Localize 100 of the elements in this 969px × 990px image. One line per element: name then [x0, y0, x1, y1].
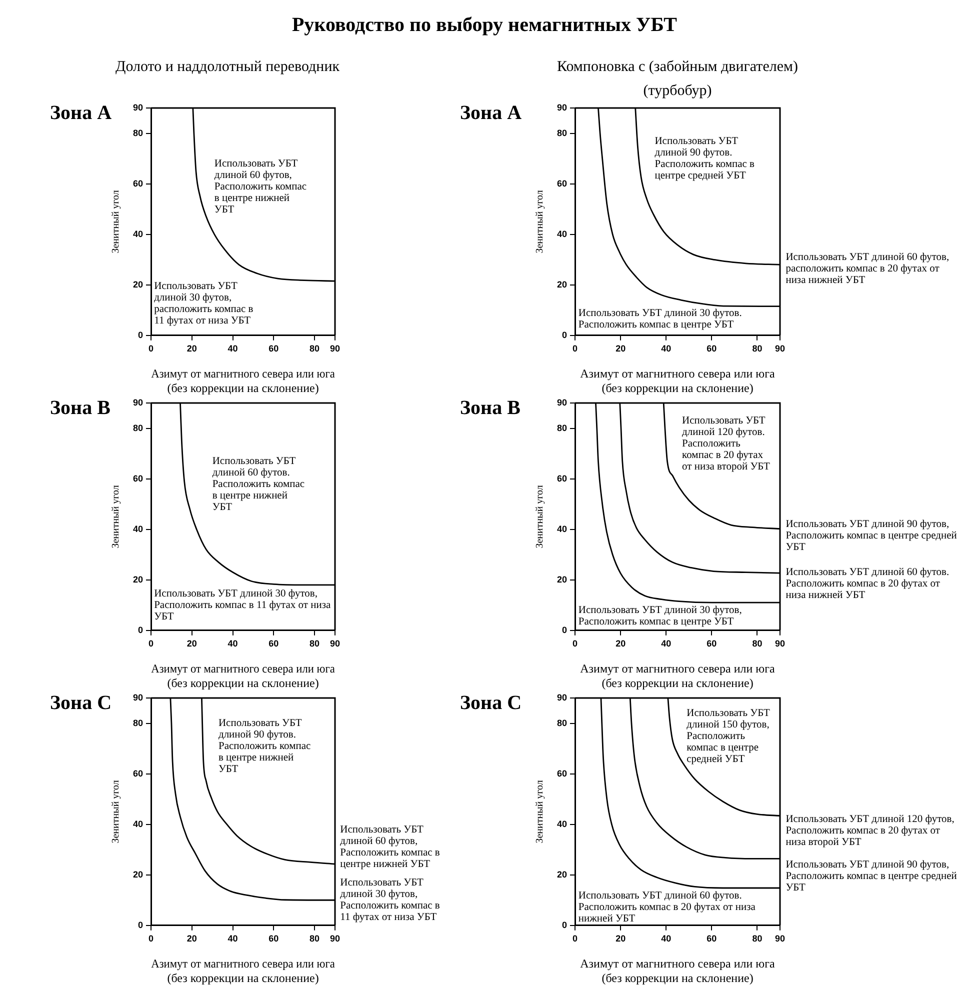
annotation: Использовать УБТ длиной 30 футов, Расположить компас в 11 футах от низа УБТ	[154, 588, 331, 623]
annotation: Использовать УБТ длиной 30 футов, Расположить компас в центре УБТ	[578, 605, 742, 628]
annotation: Использовать УБТ длиной 60 футов, Расположить компас в центре нижней УБТ	[214, 158, 307, 216]
x-tick-label: 40	[228, 343, 238, 354]
x-tick-label: 60	[706, 343, 717, 354]
y-tick-label: 20	[556, 574, 568, 584]
y-tick-label: 0	[138, 330, 144, 340]
annotation: Использовать УБТ длиной 60 футов. Расположить компас в 20 футах от низа нижней УБТ	[578, 890, 756, 924]
text: Руководство по выбору немагнитных УБТ	[290, 14, 678, 37]
y-tick-label: 0	[562, 624, 568, 635]
x-tick-label: 90	[330, 343, 340, 354]
y-tick-label: 40	[556, 818, 568, 829]
x-tick-label: 40	[661, 343, 672, 354]
y-tick-label: 80	[132, 128, 144, 138]
x-tick-label: 40	[661, 933, 672, 944]
y-axis-title: Зенитный угол	[110, 190, 122, 254]
y-tick-label: 20	[132, 279, 144, 290]
y-tick-label: 90	[132, 397, 144, 408]
x-tick-label: 0	[572, 638, 578, 648]
x-tick-label: 20	[186, 933, 197, 944]
x-axis-title: Азимут от магнитного севера или юга (без коррекции на склонение)	[580, 366, 776, 395]
y-tick-label: 90	[556, 692, 568, 702]
x-tick-label: 40	[228, 638, 238, 648]
y-tick-label: 20	[556, 279, 568, 290]
y-tick-label: 40	[132, 524, 144, 534]
x-tick-label: 40	[661, 638, 672, 648]
y-tick-label: 60	[132, 768, 144, 778]
annotation: Использовать УБТ длиной 90 футов. Расположить компас в центре нижней УБТ	[218, 718, 312, 776]
y-tick-label: 0	[562, 330, 568, 340]
x-tick-label: 90	[774, 638, 786, 648]
x-tick-label: 0	[148, 933, 154, 944]
y-tick-label: 0	[562, 920, 568, 930]
x-tick-label: 90	[330, 933, 340, 944]
annotation: Использовать УБТ длиной 90 футов. Расположить компас в центре средней УБТ	[654, 136, 755, 182]
y-tick-label: 90	[132, 102, 144, 112]
text: Использовать УБТ длиной 90 футов, Расположить компас в центре средней УБТ	[786, 860, 958, 894]
y-tick-label: 40	[132, 228, 144, 239]
chart-title: Зона C	[50, 692, 112, 714]
x-tick-label: 60	[268, 343, 279, 354]
x-tick-label: 80	[752, 638, 762, 648]
text: Использовать УБТ длиной 90 футов, Расположить компас в центре средней УБТ	[786, 519, 958, 554]
x-tick-label: 80	[752, 343, 762, 354]
y-tick-label: 60	[556, 768, 568, 778]
y-tick-label: 0	[138, 624, 144, 635]
annotation: Использовать УБТ длиной 60 футов. Расположить компас в центре нижней УБТ	[212, 456, 305, 514]
x-axis-title: Азимут от магнитного севера или юга (без коррекции на склонение)	[151, 957, 336, 985]
y-axis-title: Зенитный угол	[534, 485, 546, 548]
x-tick-label: 90	[774, 933, 786, 944]
x-tick-label: 40	[228, 933, 238, 944]
y-tick-label: 90	[556, 102, 568, 112]
y-axis-title: Зенитный угол	[534, 780, 546, 844]
x-tick-label: 80	[752, 933, 762, 944]
y-tick-label: 90	[132, 692, 144, 702]
x-tick-label: 0	[148, 343, 154, 354]
annotation: Использовать УБТ длиной 150 футов, Расположить компас в центре средней УБТ	[686, 708, 770, 766]
y-tick-label: 80	[556, 128, 568, 138]
y-tick-label: 40	[132, 818, 144, 829]
text: Использовать УБТ длиной 60 футов. Расположить компас в 20 футах от низа нижней УБТ	[786, 567, 950, 602]
x-axis-title: Азимут от магнитного севера или юга (без коррекции на склонение)	[580, 956, 776, 985]
annotation: Использовать УБТ длиной 30 футов, расположить компас в 11 футах от низа УБТ	[154, 281, 254, 327]
y-tick-label: 20	[132, 869, 144, 880]
x-tick-label: 60	[268, 638, 279, 648]
y-tick-label: 60	[556, 178, 568, 188]
x-axis-title: Азимут от магнитного севера или юга (без коррекции на склонение)	[151, 367, 336, 395]
chart-subtitle: Компоновка с (забойным двигателем) (турбобур)	[556, 58, 800, 101]
x-tick-label: 90	[330, 638, 340, 648]
y-axis-title: Зенитный угол	[110, 780, 122, 844]
y-tick-label: 80	[556, 718, 568, 728]
x-tick-label: 20	[186, 638, 197, 648]
annotation: Использовать УБТ длиной 30 футов. Расположить компас в центре УБТ	[578, 308, 742, 331]
y-tick-label: 40	[556, 524, 568, 534]
x-tick-label: 60	[706, 638, 717, 648]
chart-subtitle: Долото и наддолотный переводник	[114, 58, 341, 77]
chart-title: Зона C	[460, 692, 522, 714]
y-tick-label: 80	[556, 422, 568, 433]
x-tick-label: 0	[572, 933, 578, 944]
y-tick-label: 90	[556, 397, 568, 408]
y-tick-label: 60	[556, 473, 568, 484]
y-tick-label: 60	[132, 473, 144, 484]
x-tick-label: 20	[616, 933, 626, 944]
x-tick-label: 20	[616, 638, 626, 648]
x-tick-label: 0	[148, 638, 154, 648]
y-axis-title: Зенитный угол	[534, 190, 546, 254]
x-tick-label: 80	[310, 343, 320, 354]
x-tick-label: 60	[268, 933, 279, 944]
chart-title: Зона A	[50, 102, 112, 124]
x-tick-label: 80	[310, 638, 320, 648]
text: Использовать УБТ длиной 120 футов, Расположить компас в 20 футах от низа второй УБТ	[786, 814, 954, 848]
x-tick-label: 20	[616, 343, 626, 354]
y-tick-label: 20	[556, 869, 568, 880]
x-tick-label: 60	[706, 933, 717, 944]
chart-title: Зона B	[50, 397, 110, 420]
x-tick-label: 90	[774, 343, 786, 354]
y-tick-label: 0	[138, 920, 144, 930]
x-tick-label: 20	[186, 343, 197, 354]
chart-title: Зона A	[460, 102, 522, 124]
y-tick-label: 80	[132, 718, 144, 728]
annotation: Использовать УБТ длиной 120 футов. Расположить компас в 20 футах от низа второй УБТ	[682, 416, 771, 473]
text: Использовать УБТ длиной 60 футов, Расположить компас в центре нижней УБТ	[340, 824, 440, 870]
x-tick-label: 80	[310, 933, 320, 944]
